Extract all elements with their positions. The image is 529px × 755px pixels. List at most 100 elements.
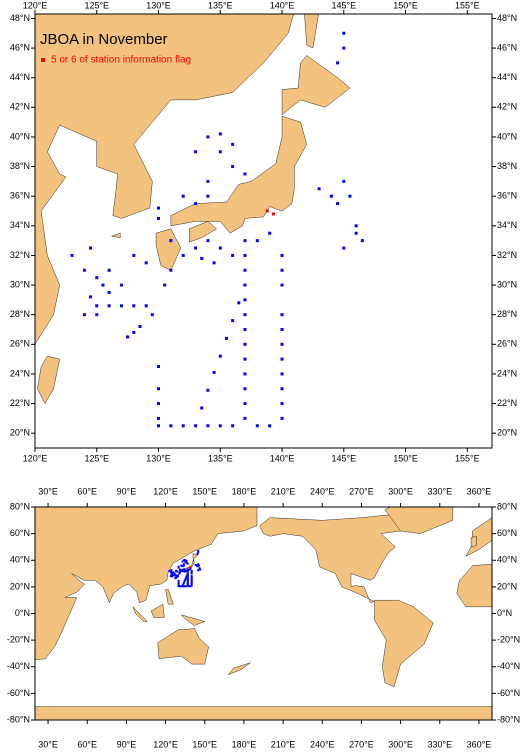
station — [189, 566, 192, 569]
station — [186, 571, 189, 574]
station — [169, 571, 172, 574]
y-tick-label: 46°N — [10, 42, 30, 52]
station — [280, 313, 284, 317]
station — [198, 567, 201, 570]
station — [360, 239, 364, 243]
station — [178, 585, 181, 588]
station — [280, 342, 284, 346]
station — [194, 246, 198, 250]
station — [182, 563, 185, 566]
y-tick-label: 24°N — [10, 368, 30, 378]
y-tick-label: 20°N — [497, 428, 517, 438]
station — [132, 253, 136, 257]
y-tick-label: 32°N — [497, 250, 517, 260]
y-tick-label: 48°N — [497, 13, 517, 23]
station — [185, 585, 188, 588]
y-tick-label: 26°N — [497, 339, 517, 349]
x-tick-label: 300°E — [388, 486, 413, 496]
y-tick-label: 0°N — [15, 608, 30, 618]
station — [186, 577, 189, 580]
land-shape — [150, 603, 165, 618]
station — [342, 246, 346, 250]
station — [181, 253, 185, 257]
x-tick-label: 125°E — [84, 453, 109, 463]
station — [172, 574, 175, 577]
y-tick-label: 60°N — [497, 528, 517, 538]
land-shape — [189, 221, 217, 243]
land-shape — [35, 507, 258, 661]
y-tick-label: -60°N — [7, 688, 30, 698]
land-shape — [374, 599, 434, 687]
station — [171, 575, 174, 578]
y-tick-label: 20°N — [10, 428, 30, 438]
station — [186, 562, 189, 565]
station — [243, 268, 247, 272]
y-tick-label: 30°N — [497, 279, 517, 289]
station — [190, 575, 193, 578]
station — [280, 253, 284, 257]
station — [317, 187, 321, 191]
x-tick-label: 120°E — [23, 453, 48, 463]
station — [168, 569, 171, 572]
x-tick-label: 360°E — [467, 739, 492, 749]
station — [184, 585, 187, 588]
x-tick-label: 180°E — [232, 739, 257, 749]
station — [231, 142, 235, 146]
station — [157, 206, 161, 210]
station — [107, 268, 111, 272]
station — [95, 304, 99, 308]
station — [89, 295, 93, 299]
x-tick-label: 150°E — [393, 453, 418, 463]
y-tick-label: -40°N — [497, 661, 520, 671]
station — [280, 357, 284, 361]
y-tick-label: 30°N — [10, 279, 30, 289]
x-tick-label: 130°E — [146, 453, 171, 463]
station — [107, 290, 111, 294]
station — [280, 268, 284, 272]
y-tick-label: 44°N — [10, 72, 30, 82]
station — [180, 569, 183, 572]
station — [342, 31, 346, 35]
station — [95, 276, 99, 280]
station — [70, 253, 74, 257]
station — [265, 209, 269, 213]
x-tick-label: 125°E — [84, 0, 109, 10]
y-tick-label: 46°N — [497, 42, 517, 52]
y-tick-label: -60°N — [497, 688, 520, 698]
station — [184, 569, 187, 572]
station — [329, 194, 333, 198]
station — [180, 585, 183, 588]
station — [268, 424, 272, 428]
station — [175, 574, 178, 577]
station — [268, 231, 272, 235]
station — [243, 283, 247, 287]
land-shape — [35, 706, 492, 720]
land-shape — [456, 564, 492, 608]
station — [243, 402, 247, 406]
station — [231, 253, 235, 257]
station — [194, 150, 198, 154]
y-tick-label: 24°N — [497, 368, 517, 378]
station — [186, 583, 189, 586]
station — [177, 566, 180, 569]
station — [169, 424, 173, 428]
land-shape — [281, 55, 351, 116]
station — [243, 313, 247, 317]
station — [190, 572, 193, 575]
station — [184, 577, 187, 580]
station — [354, 224, 358, 228]
station — [280, 283, 284, 287]
station — [218, 132, 222, 136]
land — [35, 507, 492, 720]
y-tick-label: -40°N — [7, 661, 30, 671]
station — [243, 172, 247, 176]
x-tick-label: 210°E — [271, 486, 296, 496]
station — [181, 424, 185, 428]
station — [107, 304, 111, 308]
station — [186, 584, 189, 587]
station — [206, 135, 210, 139]
station — [280, 328, 284, 332]
station — [243, 342, 247, 346]
y-tick-label: 28°N — [497, 309, 517, 319]
